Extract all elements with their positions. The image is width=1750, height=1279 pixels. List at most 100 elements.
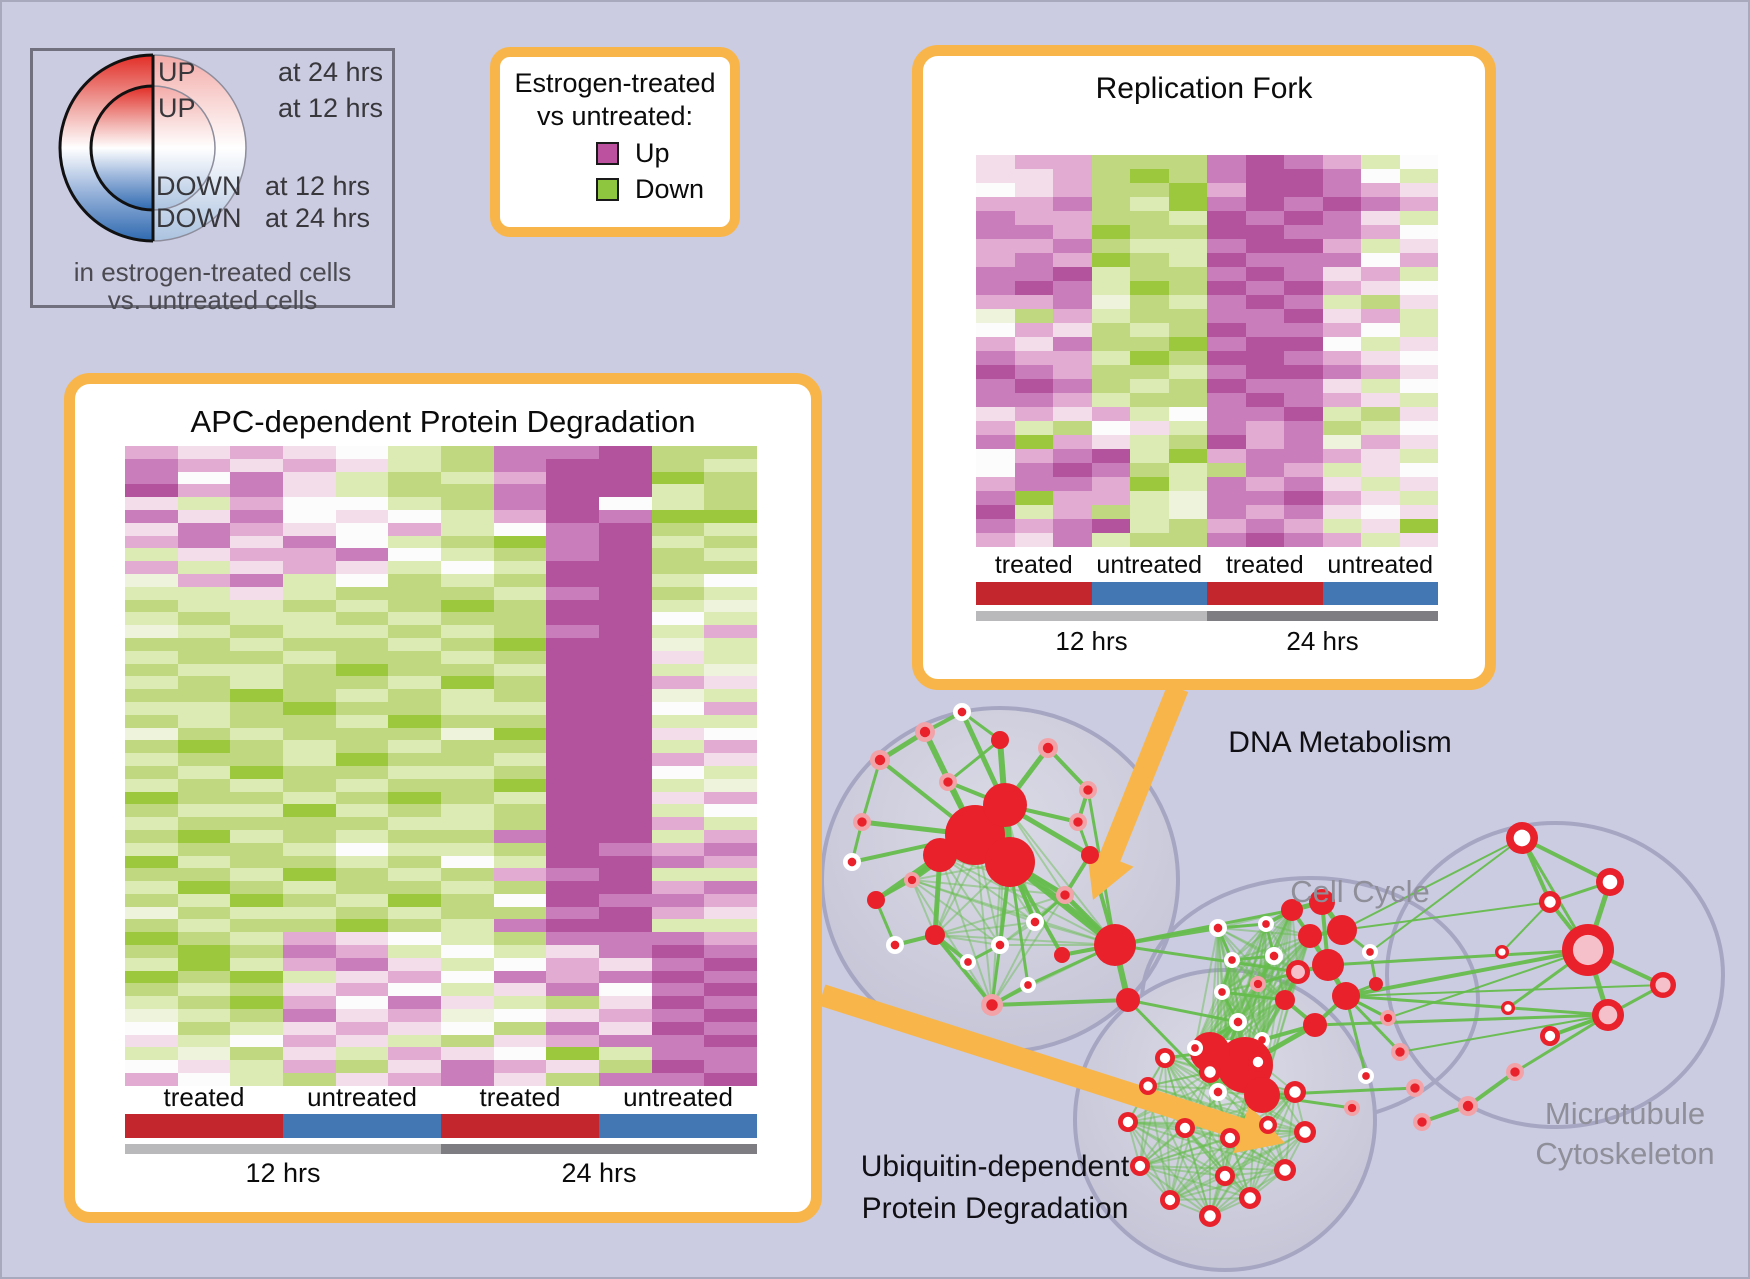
connector-arrow-head-icon bbox=[1233, 1104, 1285, 1154]
network-edge bbox=[1227, 1039, 1263, 1049]
network-edge bbox=[1221, 991, 1246, 1066]
network-edge bbox=[1209, 971, 1299, 1053]
network-node bbox=[1199, 1205, 1221, 1227]
network-node bbox=[1217, 1037, 1273, 1093]
heatmap-row bbox=[125, 829, 758, 843]
network-edge bbox=[1194, 1021, 1239, 1049]
heatmap-row bbox=[976, 463, 1438, 477]
network-edge bbox=[1221, 983, 1259, 993]
network-node bbox=[1229, 1013, 1247, 1031]
network-edge bbox=[1257, 1061, 1296, 1093]
network-edge bbox=[1209, 1071, 1226, 1177]
network-edge bbox=[974, 834, 1001, 946]
network-edge bbox=[934, 894, 1066, 936]
network-edge bbox=[947, 780, 1006, 807]
network-edge bbox=[1164, 1057, 1211, 1073]
network-edge bbox=[1209, 1071, 1286, 1171]
network-edge bbox=[932, 854, 943, 936]
network-edge bbox=[1273, 909, 1293, 957]
network-edge bbox=[971, 801, 1009, 839]
network-edge bbox=[1114, 926, 1219, 947]
network-edge bbox=[1217, 927, 1246, 1066]
network-edge bbox=[1216, 927, 1234, 961]
network-edge bbox=[1261, 971, 1299, 1041]
network-edge bbox=[1221, 959, 1233, 993]
network-edge bbox=[1063, 893, 1117, 947]
network-edge bbox=[1227, 971, 1299, 1049]
network-edge bbox=[1257, 983, 1286, 1001]
network-edge bbox=[1284, 935, 1311, 1001]
network-node bbox=[1079, 781, 1097, 799]
network-edge bbox=[1249, 1169, 1286, 1199]
network-edge bbox=[1256, 955, 1276, 985]
network-edge bbox=[972, 831, 1013, 866]
panel-replication-fork: Replication Fork treated untreated treate… bbox=[912, 45, 1496, 690]
heatmap-row bbox=[125, 919, 758, 933]
rf-group-labels: treated untreated treated untreated bbox=[994, 551, 1434, 579]
network-edge bbox=[1164, 1057, 1226, 1177]
network-edge bbox=[1164, 1057, 1251, 1199]
network-edge bbox=[1237, 1021, 1263, 1096]
network-edge bbox=[1229, 1137, 1251, 1199]
network-edge bbox=[1261, 923, 1267, 1041]
color-key-title: Estrogen-treated vs untreated: bbox=[514, 68, 716, 131]
network-edge bbox=[1209, 1051, 1263, 1096]
network-edge bbox=[1217, 983, 1259, 1093]
heatmap-row bbox=[125, 753, 758, 766]
heatmap-row bbox=[976, 379, 1438, 393]
network-edge bbox=[1265, 923, 1299, 973]
network-edge bbox=[1208, 1020, 1240, 1054]
network-edge bbox=[1127, 998, 1239, 1024]
network-edge bbox=[1164, 1050, 1211, 1060]
network-edge bbox=[1127, 1057, 1166, 1123]
network-edge bbox=[1209, 1046, 1229, 1054]
network-edge bbox=[1387, 949, 1589, 1019]
network-edge bbox=[911, 834, 976, 881]
network-edge bbox=[1209, 959, 1233, 1053]
network-edge bbox=[1127, 1121, 1231, 1139]
updown-legend-box: UP at 24 hrs UP at 12 hrs DOWN at 12 hrs… bbox=[30, 48, 395, 315]
network-node bbox=[1332, 982, 1360, 1010]
heatmap-row bbox=[976, 239, 1438, 253]
heatmap-row bbox=[976, 197, 1438, 211]
heatmap-row bbox=[125, 650, 758, 664]
network-edge bbox=[1184, 1127, 1251, 1199]
network-edge bbox=[1585, 881, 1613, 951]
network-edge bbox=[1169, 1061, 1259, 1201]
network-node bbox=[1286, 960, 1310, 984]
heatmap-row bbox=[125, 727, 758, 741]
network-edge bbox=[1217, 927, 1299, 973]
network-edge bbox=[1231, 959, 1286, 1001]
network-edge bbox=[1501, 901, 1551, 953]
network-edge bbox=[1221, 955, 1275, 993]
network-edge bbox=[1297, 963, 1329, 974]
network-node bbox=[1596, 868, 1624, 896]
network-edge bbox=[1244, 909, 1293, 1066]
network-edge bbox=[1194, 955, 1275, 1049]
network-node bbox=[1413, 1113, 1431, 1131]
network-edge bbox=[1127, 1121, 1186, 1129]
network-edge bbox=[1231, 959, 1263, 1041]
network-edge bbox=[998, 861, 1012, 946]
network-edge bbox=[1184, 1061, 1259, 1129]
legend-down-12: DOWN bbox=[156, 171, 242, 201]
network-edge bbox=[924, 710, 963, 734]
heatmap-row bbox=[125, 612, 758, 626]
cluster-label-dna-metabolism: DNA Metabolism bbox=[1228, 726, 1452, 759]
network-edge bbox=[1345, 994, 1389, 1020]
network-edge bbox=[1237, 909, 1293, 1023]
network-edge bbox=[1003, 802, 1092, 858]
network-edge bbox=[1261, 935, 1311, 1041]
network-edge bbox=[1549, 880, 1611, 904]
network-node bbox=[843, 853, 861, 871]
network-edge bbox=[1244, 983, 1259, 1066]
network-node bbox=[985, 837, 1035, 887]
legend-down-24-time: at 24 hrs bbox=[265, 203, 371, 233]
heatmap-row bbox=[125, 548, 758, 562]
heatmap-row bbox=[976, 295, 1438, 309]
network-edge bbox=[1139, 1061, 1259, 1167]
network-edge bbox=[1265, 909, 1293, 925]
network-edge bbox=[1257, 1061, 1269, 1126]
network-edge bbox=[911, 804, 1006, 881]
cluster-label-microtubule: Microtubule Cytoskeleton bbox=[1535, 1096, 1715, 1171]
